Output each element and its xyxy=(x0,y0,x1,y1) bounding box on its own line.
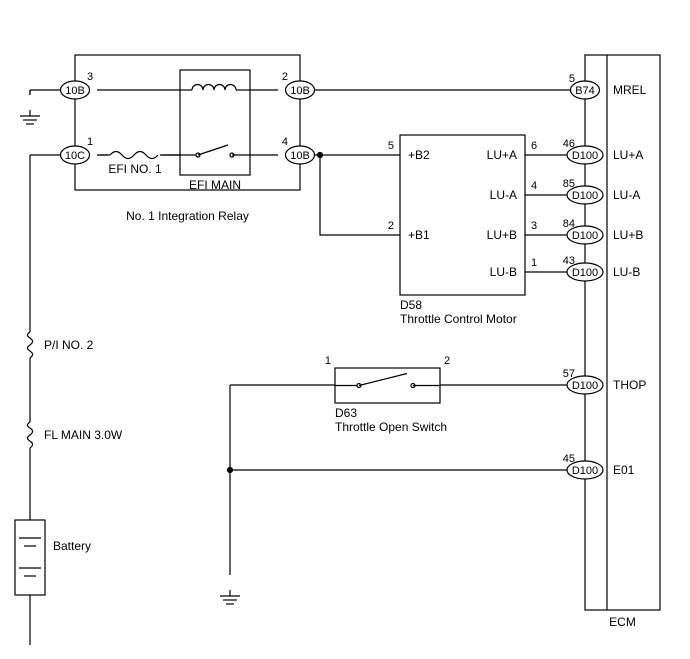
battery xyxy=(15,520,45,595)
svg-text:6: 6 xyxy=(531,140,537,152)
svg-text:B74: B74 xyxy=(575,85,595,97)
svg-text:D100: D100 xyxy=(572,465,598,477)
svg-text:Throttle Control Motor: Throttle Control Motor xyxy=(400,312,517,326)
svg-text:LU+A: LU+A xyxy=(487,148,517,162)
wiring-diagram: ECM5B74MREL46D100LU+A85D100LU-A84D100LU+… xyxy=(0,0,690,659)
svg-text:5: 5 xyxy=(388,140,394,152)
svg-text:2: 2 xyxy=(388,220,394,232)
svg-text:D58: D58 xyxy=(400,298,422,312)
svg-text:No. 1 Integration Relay: No. 1 Integration Relay xyxy=(126,209,249,223)
svg-text:2: 2 xyxy=(444,355,450,367)
svg-text:D63: D63 xyxy=(335,406,357,420)
svg-text:D100: D100 xyxy=(572,230,598,242)
svg-text:Battery: Battery xyxy=(53,539,91,553)
ecm-block xyxy=(585,55,660,610)
svg-text:2: 2 xyxy=(282,71,288,83)
svg-text:D100: D100 xyxy=(572,380,598,392)
svg-text:ECM: ECM xyxy=(609,615,636,629)
svg-text:THOP: THOP xyxy=(613,378,646,392)
svg-text:10B: 10B xyxy=(65,85,85,97)
svg-text:LU-A: LU-A xyxy=(490,188,517,202)
svg-text:E01: E01 xyxy=(613,463,635,477)
svg-text:MREL: MREL xyxy=(613,83,647,97)
svg-text:FL MAIN 3.0W: FL MAIN 3.0W xyxy=(44,428,123,442)
svg-text:EFI MAIN: EFI MAIN xyxy=(189,178,241,192)
svg-text:LU-B: LU-B xyxy=(613,265,640,279)
svg-text:5: 5 xyxy=(569,73,575,85)
svg-text:EFI NO. 1: EFI NO. 1 xyxy=(108,162,162,176)
svg-text:+B2: +B2 xyxy=(408,148,430,162)
svg-text:3: 3 xyxy=(87,71,93,83)
svg-text:LU-B: LU-B xyxy=(490,265,517,279)
svg-text:D100: D100 xyxy=(572,267,598,279)
svg-text:10B: 10B xyxy=(290,150,310,162)
svg-text:D100: D100 xyxy=(572,190,598,202)
svg-text:10C: 10C xyxy=(65,150,85,162)
svg-text:4: 4 xyxy=(531,180,537,192)
svg-text:P/I NO. 2: P/I NO. 2 xyxy=(44,338,94,352)
svg-text:LU+B: LU+B xyxy=(487,228,517,242)
svg-text:LU+B: LU+B xyxy=(613,228,643,242)
svg-text:LU+A: LU+A xyxy=(613,148,643,162)
svg-text:LU-A: LU-A xyxy=(613,188,640,202)
svg-text:1: 1 xyxy=(325,355,331,367)
svg-text:3: 3 xyxy=(531,220,537,232)
svg-text:4: 4 xyxy=(282,136,288,148)
svg-text:+B1: +B1 xyxy=(408,228,430,242)
svg-text:D100: D100 xyxy=(572,150,598,162)
svg-text:10B: 10B xyxy=(290,85,310,97)
svg-text:1: 1 xyxy=(87,136,93,148)
svg-text:Throttle Open Switch: Throttle Open Switch xyxy=(335,420,447,434)
svg-text:1: 1 xyxy=(531,257,537,269)
